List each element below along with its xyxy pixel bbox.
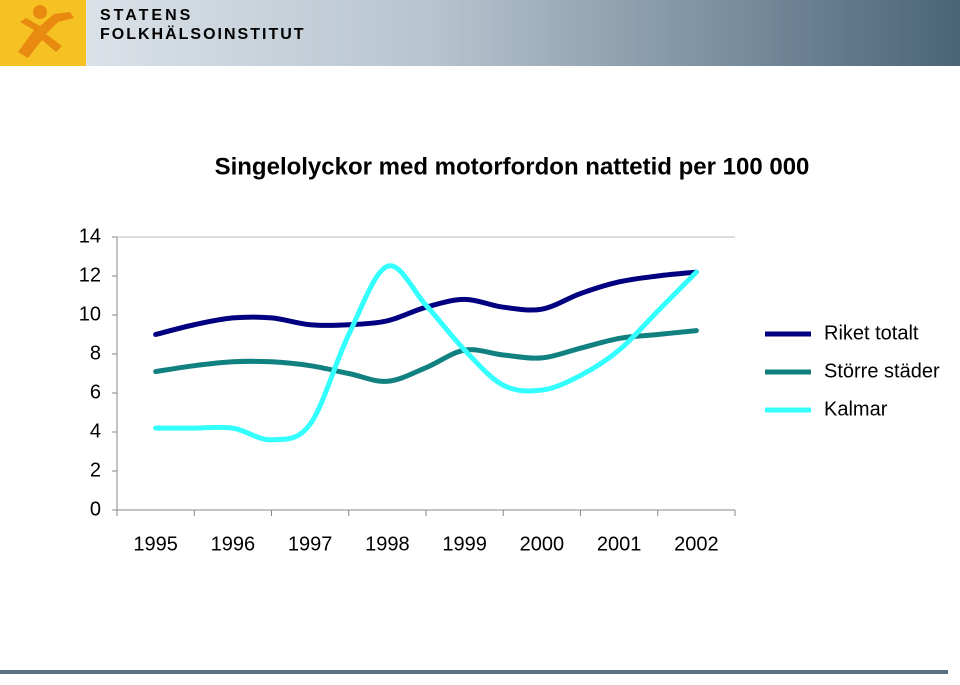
- x-tick-label: 1999: [442, 533, 487, 555]
- series-line: [153, 263, 699, 443]
- chart-title: Singelolyckor med motorfordon nattetid p…: [215, 153, 810, 180]
- logo-head: [33, 5, 47, 19]
- x-tick-label: 2001: [597, 533, 642, 555]
- legend-label: Större städer: [824, 360, 940, 382]
- footer-bar: [0, 670, 948, 674]
- y-tick-label: 14: [79, 225, 101, 247]
- y-tick-label: 0: [90, 498, 101, 520]
- legend-label: Riket totalt: [824, 322, 919, 344]
- y-tick-label: 8: [90, 342, 101, 364]
- plot: 0 2 4 6 8 10 12 14 1995 1996 1997 1998 1999 2000 2001 2…: [79, 225, 940, 555]
- y-tick-label: 2: [90, 459, 101, 481]
- header-line2: FOLKHÄLSOINSTITUT: [100, 25, 306, 43]
- y-tick-label: 10: [79, 303, 101, 325]
- y-tick-label: 12: [79, 264, 101, 286]
- x-tick-label: 1998: [365, 533, 410, 555]
- legend-label: Kalmar: [824, 398, 888, 420]
- y-tick-label: 4: [90, 420, 101, 442]
- x-tick-label: 2000: [520, 533, 565, 555]
- y-tick-label: 6: [90, 381, 101, 403]
- x-tick-label: 1997: [288, 533, 333, 555]
- header-line1: STATENS: [100, 7, 193, 24]
- x-tick-label: 1996: [211, 533, 256, 555]
- logo-figure: [18, 12, 74, 58]
- x-tick-label: 1995: [133, 533, 178, 555]
- series-line: [153, 328, 699, 384]
- header-banner: [0, 0, 960, 66]
- x-tick-label: 2002: [674, 533, 719, 555]
